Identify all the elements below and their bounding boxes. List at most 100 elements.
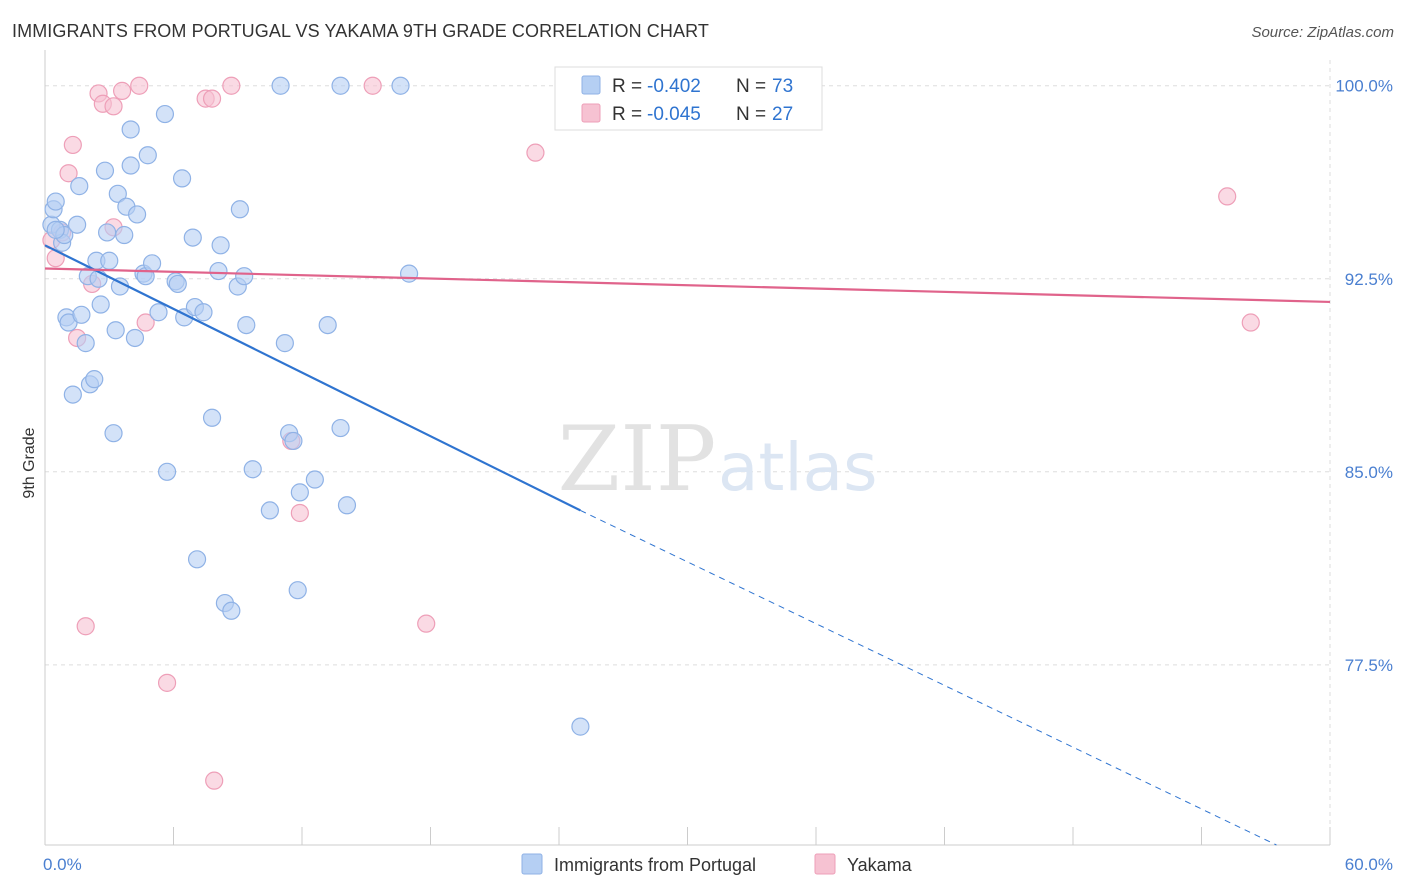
data-point <box>130 76 149 95</box>
data-point <box>155 104 175 124</box>
data-point <box>125 328 145 348</box>
data-point <box>172 169 192 188</box>
data-point <box>271 76 290 95</box>
data-point <box>526 143 545 162</box>
watermark-atlas: atlas <box>718 429 878 506</box>
data-point <box>59 164 78 183</box>
legend-swatch-blue <box>581 75 601 95</box>
data-point <box>76 334 95 353</box>
data-point <box>288 581 307 600</box>
data-point <box>337 496 357 515</box>
data-point <box>260 501 279 520</box>
bottom-legend-swatch-blue <box>521 853 543 875</box>
data-point <box>136 313 155 332</box>
data-point <box>46 192 65 211</box>
y-tick-label: 77.5% <box>1345 656 1393 675</box>
data-point <box>331 76 350 95</box>
data-point <box>363 76 382 95</box>
watermark: ZIP atlas <box>558 407 878 512</box>
data-point <box>63 135 82 155</box>
data-point <box>202 89 222 108</box>
data-point <box>108 184 127 203</box>
data-point <box>72 305 91 324</box>
axes <box>44 50 1331 846</box>
data-point <box>305 470 324 489</box>
legend-n-value-1: 73 <box>772 76 793 97</box>
data-point <box>399 264 419 283</box>
data-point <box>106 321 125 340</box>
data-point <box>157 673 177 692</box>
data-point <box>1241 313 1260 332</box>
data-point <box>571 717 590 736</box>
bottom-legend-label-pink: Yakama <box>847 855 913 875</box>
x-tick-label: 60.0% <box>1345 855 1393 874</box>
data-point <box>68 215 87 234</box>
data-point <box>149 303 168 322</box>
data-point <box>290 503 309 523</box>
legend-r-label-2: R = <box>612 104 642 125</box>
data-point <box>222 601 241 620</box>
data-point <box>275 334 294 353</box>
legend: R = -0.402 N = 73 R = -0.045 N = 27 <box>554 66 823 131</box>
data-point <box>121 156 140 175</box>
legend-r-label-1: R = <box>612 76 642 97</box>
tick-labels: 100.0% 92.5% 85.0% 77.5% 0.0% 60.0% <box>43 77 1393 874</box>
data-point <box>104 97 123 116</box>
data-point <box>183 228 202 247</box>
legend-swatch-pink <box>581 103 601 123</box>
y-axis-label: 9th Grade <box>21 427 38 498</box>
data-point <box>76 617 95 636</box>
data-point <box>417 614 436 633</box>
y-tick-label: 92.5% <box>1345 270 1393 289</box>
legend-n-label-1: N = <box>736 76 766 97</box>
trend-lines <box>44 244 1331 846</box>
data-point <box>187 550 207 569</box>
bottom-legend: Immigrants from Portugal Yakama <box>521 853 913 875</box>
data-point <box>127 205 147 224</box>
data-point <box>98 223 117 242</box>
data-point <box>235 267 254 286</box>
data-point <box>168 274 187 294</box>
bottom-legend-label-blue: Immigrants from Portugal <box>554 855 756 875</box>
data-point <box>46 220 65 239</box>
data-point <box>142 254 162 273</box>
trend-line-yakama <box>44 267 1331 304</box>
data-point <box>100 251 119 270</box>
data-point <box>318 315 337 335</box>
bottom-legend-swatch-pink <box>814 853 836 875</box>
series-immigrants-from-portugal <box>42 76 590 736</box>
data-point <box>1218 187 1237 206</box>
data-point <box>222 76 241 95</box>
data-point <box>284 431 303 451</box>
data-point <box>194 303 213 322</box>
source-label: Source: ZipAtlas.com <box>1251 24 1394 41</box>
watermark-zip: ZIP <box>558 407 717 512</box>
trend-line-extension <box>580 509 1277 846</box>
data-point <box>202 408 222 427</box>
data-point <box>63 385 82 404</box>
data-point <box>115 225 134 245</box>
x-tick-label: 0.0% <box>43 855 82 874</box>
data-point <box>331 418 350 438</box>
data-point <box>112 81 132 100</box>
data-point <box>46 249 65 268</box>
data-point <box>237 315 256 335</box>
data-point <box>209 261 228 281</box>
chart-title: IMMIGRANTS FROM PORTUGAL VS YAKAMA 9TH G… <box>12 21 709 41</box>
y-tick-label: 100.0% <box>1335 77 1393 96</box>
data-point <box>70 177 89 196</box>
data-point <box>243 460 262 479</box>
data-point <box>104 424 123 443</box>
data-point <box>138 146 157 165</box>
trend-line-immigrants-from-portugal <box>44 244 581 512</box>
legend-n-value-2: 27 <box>772 104 793 125</box>
data-point <box>85 370 104 389</box>
data-point <box>391 76 410 95</box>
legend-n-label-2: N = <box>736 104 766 125</box>
y-tick-label: 85.0% <box>1345 463 1393 482</box>
legend-r-value-1: -0.402 <box>647 76 701 97</box>
data-point <box>91 295 110 314</box>
data-point <box>211 236 230 255</box>
legend-r-value-2: -0.045 <box>647 104 701 125</box>
